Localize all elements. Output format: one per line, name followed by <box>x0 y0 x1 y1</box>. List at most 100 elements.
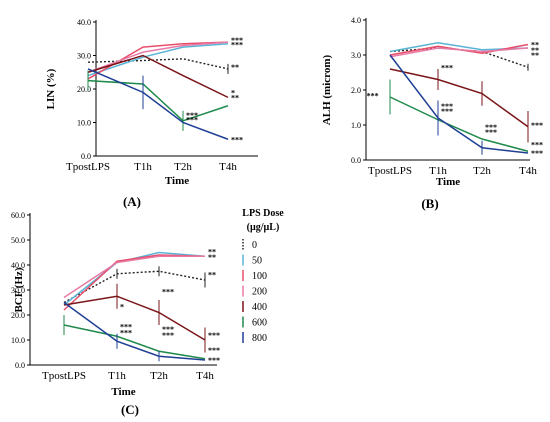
panel-b-chart: 0.0 1.0 2.0 3.0 4.0 TpostLPS T1h T2h T4h Time ALH … <box>321 16 543 211</box>
x-tick-label: T1h <box>108 370 126 382</box>
panel-label: (A) <box>123 194 141 209</box>
panel-label: (B) <box>421 196 438 211</box>
series-line-400 <box>87 54 229 99</box>
significance-label: ** <box>208 247 216 256</box>
y-tick-label: 2.0 <box>351 86 361 95</box>
y-axis-label: ALH (microm) <box>321 54 333 125</box>
y-tick-label: 50.0 <box>11 236 25 245</box>
significance-label: *** <box>162 331 174 340</box>
y-tick-label: 10.0 <box>11 336 25 345</box>
significance-label: *** <box>231 36 243 45</box>
x-tick-label: TpostLPS <box>66 161 110 173</box>
series-line-600 <box>87 79 229 122</box>
y-tick-label: 40.0 <box>11 261 25 270</box>
x-tick-label: T4h <box>519 165 537 177</box>
panel-label: (C) <box>121 402 139 417</box>
y-tick-label: 1.0 <box>351 121 361 130</box>
significance-label: *** <box>485 123 497 132</box>
legend-label-200: 200 <box>252 287 267 298</box>
significance-label: *** <box>208 346 220 355</box>
significance-label: ** <box>531 51 539 60</box>
significance-label: ** <box>208 271 216 280</box>
significance-label: *** <box>441 107 453 116</box>
significance-label: *** <box>231 135 243 144</box>
x-tick-label: T4h <box>219 161 237 173</box>
significance-label: ** <box>531 46 539 55</box>
significance-label: *** <box>531 140 543 149</box>
x-tick-label: T2h <box>174 161 192 173</box>
x-tick-label: T1h <box>134 161 152 173</box>
y-tick-label: 60.0 <box>11 211 25 220</box>
y-tick-label: 30.0 <box>11 286 25 295</box>
y-tick-label: 0.0 <box>15 361 25 370</box>
x-axis-label: Time <box>111 386 135 398</box>
significance-label: ** <box>231 63 239 72</box>
significance-label: *** <box>120 322 132 331</box>
x-axis-label: Time <box>436 176 460 188</box>
significance-label: ** <box>531 41 539 50</box>
series-line-100 <box>87 41 229 80</box>
y-tick-label: 20.0 <box>77 85 91 94</box>
y-tick-label: 3.0 <box>351 51 361 60</box>
significance-label: * <box>120 302 124 311</box>
x-tick-label: TpostLPS <box>368 165 412 177</box>
series-line-800 <box>87 68 229 140</box>
legend: LPS Dose (µg/µL) 0 50 100 200 400 600 800 <box>242 208 284 344</box>
y-tick-label: 4.0 <box>351 16 361 25</box>
significance-label: *** <box>120 329 132 338</box>
significance-label: *** <box>208 356 220 365</box>
y-tick-label: 30.0 <box>77 52 91 61</box>
significance-label: *** <box>367 91 379 100</box>
panel-c-chart: 0.0 10.0 20.0 30.0 40.0 50.0 60.0 TpostLPS T1h T2… <box>11 211 220 417</box>
legend-label-50: 50 <box>252 256 262 267</box>
series-line-0 <box>389 47 529 68</box>
series-line-50 <box>87 43 229 77</box>
y-tick-label: 20.0 <box>11 311 25 320</box>
panel-a-chart: 0.0 10.0 20.0 30.0 40.0 TpostLPS T1h T2h T4h Time… <box>45 18 258 209</box>
series-line-400 <box>63 295 206 341</box>
series-line-400 <box>389 68 529 128</box>
x-axis-label: Time <box>165 175 189 187</box>
legend-label-600: 600 <box>252 318 267 329</box>
significance-label: *** <box>162 287 174 296</box>
series-line-600 <box>63 324 206 360</box>
series-line-800 <box>63 301 206 361</box>
significance-label: * <box>231 88 235 97</box>
x-tick-label: TpostLPS <box>42 370 86 382</box>
legend-label-800: 800 <box>252 333 267 344</box>
significance-label: ** <box>208 253 216 262</box>
x-tick-label: T2h <box>473 165 491 177</box>
y-tick-label: 0.0 <box>81 152 91 161</box>
significance-label: *** <box>186 111 198 120</box>
x-tick-label: T2h <box>150 370 168 382</box>
legend-title: LPS Dose <box>242 208 284 219</box>
series-line-0 <box>63 270 206 304</box>
y-tick-label: 0.0 <box>351 156 361 165</box>
significance-label: *** <box>531 121 543 130</box>
y-axis-label: LIN (%) <box>45 68 57 109</box>
significance-label: *** <box>441 63 453 72</box>
significance-label: *** <box>162 325 174 334</box>
series-line-800 <box>389 54 529 154</box>
y-axis-label: BCF (Hz) <box>13 267 25 312</box>
series-line-200 <box>389 47 529 58</box>
significance-label: *** <box>208 331 220 340</box>
legend-label-0: 0 <box>252 240 257 251</box>
significance-label: *** <box>231 40 243 49</box>
series-line-200 <box>63 255 205 299</box>
legend-subtitle: (µg/µL) <box>247 222 280 233</box>
significance-label: *** <box>441 102 453 111</box>
y-tick-label: 40.0 <box>77 18 91 27</box>
significance-label: *** <box>186 115 198 124</box>
legend-label-400: 400 <box>252 302 267 313</box>
significance-label: ** <box>231 93 239 102</box>
significance-label: *** <box>485 128 497 137</box>
series-line-200 <box>87 41 229 73</box>
significance-label: *** <box>531 149 543 158</box>
legend-label-100: 100 <box>252 271 267 282</box>
series-line-600 <box>389 96 529 152</box>
y-tick-label: 10.0 <box>77 119 91 128</box>
x-tick-label: T1h <box>429 165 447 177</box>
x-tick-label: T4h <box>196 370 214 382</box>
